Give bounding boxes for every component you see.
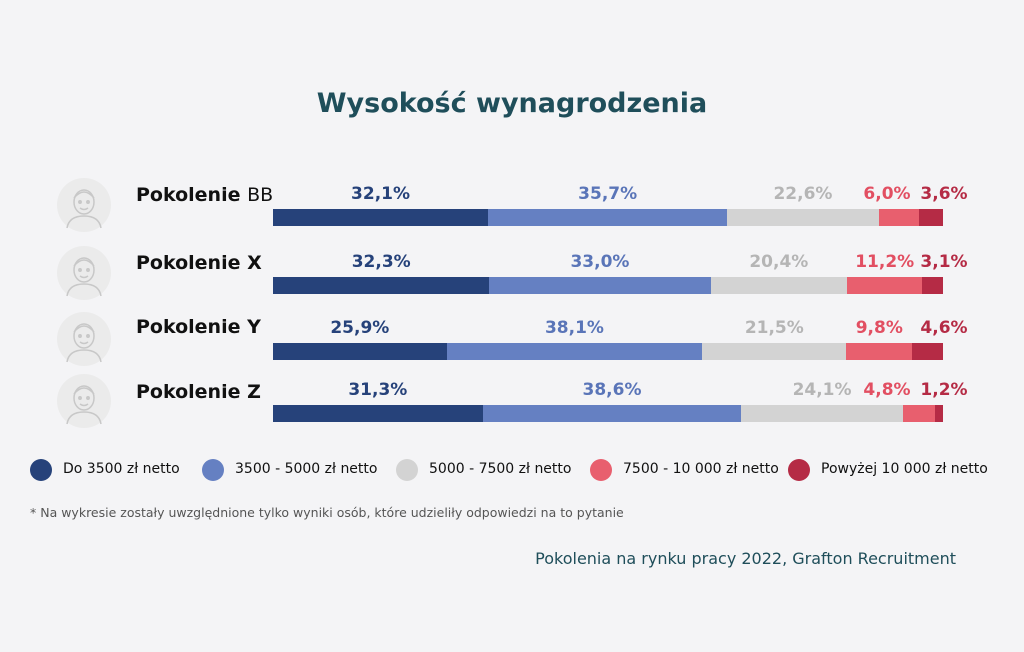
bar-segment	[878, 209, 919, 226]
value-label: 38,6%	[582, 380, 642, 400]
value-label: 9,8%	[855, 318, 903, 338]
avatar-pokolenie-y	[55, 310, 113, 373]
legend-swatch	[788, 459, 810, 481]
chart-title: Wysokość wynagrodzenia	[316, 88, 708, 119]
value-label: 32,1%	[351, 184, 411, 204]
bar-segment	[273, 343, 447, 360]
value-label: 4,8%	[863, 380, 911, 400]
legend-swatch	[30, 459, 52, 481]
legend-label: 7500 - 10 000 zł netto	[623, 461, 779, 477]
value-label: 3,1%	[920, 252, 968, 272]
legend-swatch	[396, 459, 418, 481]
bar-segment	[482, 405, 742, 422]
value-label: 32,3%	[351, 252, 411, 272]
legend-label: Powyżej 10 000 zł netto	[821, 461, 988, 477]
bar-segment	[727, 209, 879, 226]
bar-segment	[918, 209, 943, 226]
value-label: 25,9%	[330, 318, 390, 338]
value-label: 4,6%	[920, 318, 968, 338]
legend-label: Do 3500 zł netto	[63, 461, 180, 477]
avatar-pokolenie-z	[55, 372, 113, 435]
bar-segment	[847, 277, 923, 294]
bar-segment	[912, 343, 943, 360]
value-label: 22,6%	[773, 184, 833, 204]
footnote: * Na wykresie zostały uwzględnione tylko…	[30, 505, 624, 520]
bar-segment	[273, 277, 490, 294]
avatar-pokolenie-bb	[55, 176, 113, 239]
bar-segment	[741, 405, 903, 422]
bar-segment	[488, 209, 728, 226]
legend-swatch	[202, 459, 224, 481]
category-label: Pokolenie Y	[136, 316, 261, 338]
legend-label: 5000 - 7500 zł netto	[429, 461, 572, 477]
value-label: 6,0%	[863, 184, 911, 204]
value-label: 20,4%	[749, 252, 809, 272]
bar-segment	[446, 343, 703, 360]
legend-label: 3500 - 5000 zł netto	[235, 461, 378, 477]
bar-segment	[273, 405, 483, 422]
value-label: 35,7%	[578, 184, 638, 204]
bar-segment	[273, 209, 489, 226]
bar-segment	[902, 405, 935, 422]
value-label: 31,3%	[348, 380, 408, 400]
category-label: Pokolenie Z	[136, 381, 261, 403]
bar-segment	[710, 277, 848, 294]
bar-segment	[846, 343, 913, 360]
value-label: 1,2%	[920, 380, 968, 400]
value-label: 21,5%	[744, 318, 804, 338]
bar-segment	[489, 277, 711, 294]
value-label: 38,1%	[544, 318, 604, 338]
bar-segment	[934, 405, 943, 422]
source-note: Pokolenia na rynku pracy 2022, Grafton R…	[535, 549, 956, 568]
category-label: Pokolenie X	[136, 252, 262, 274]
value-label: 3,6%	[920, 184, 968, 204]
category-label: Pokolenie BB	[136, 184, 274, 206]
value-label: 11,2%	[855, 252, 915, 272]
legend-swatch	[590, 459, 612, 481]
value-label: 33,0%	[570, 252, 630, 272]
avatar-pokolenie-x	[55, 244, 113, 307]
bar-segment	[922, 277, 943, 294]
value-label: 24,1%	[792, 380, 852, 400]
bar-segment	[702, 343, 847, 360]
